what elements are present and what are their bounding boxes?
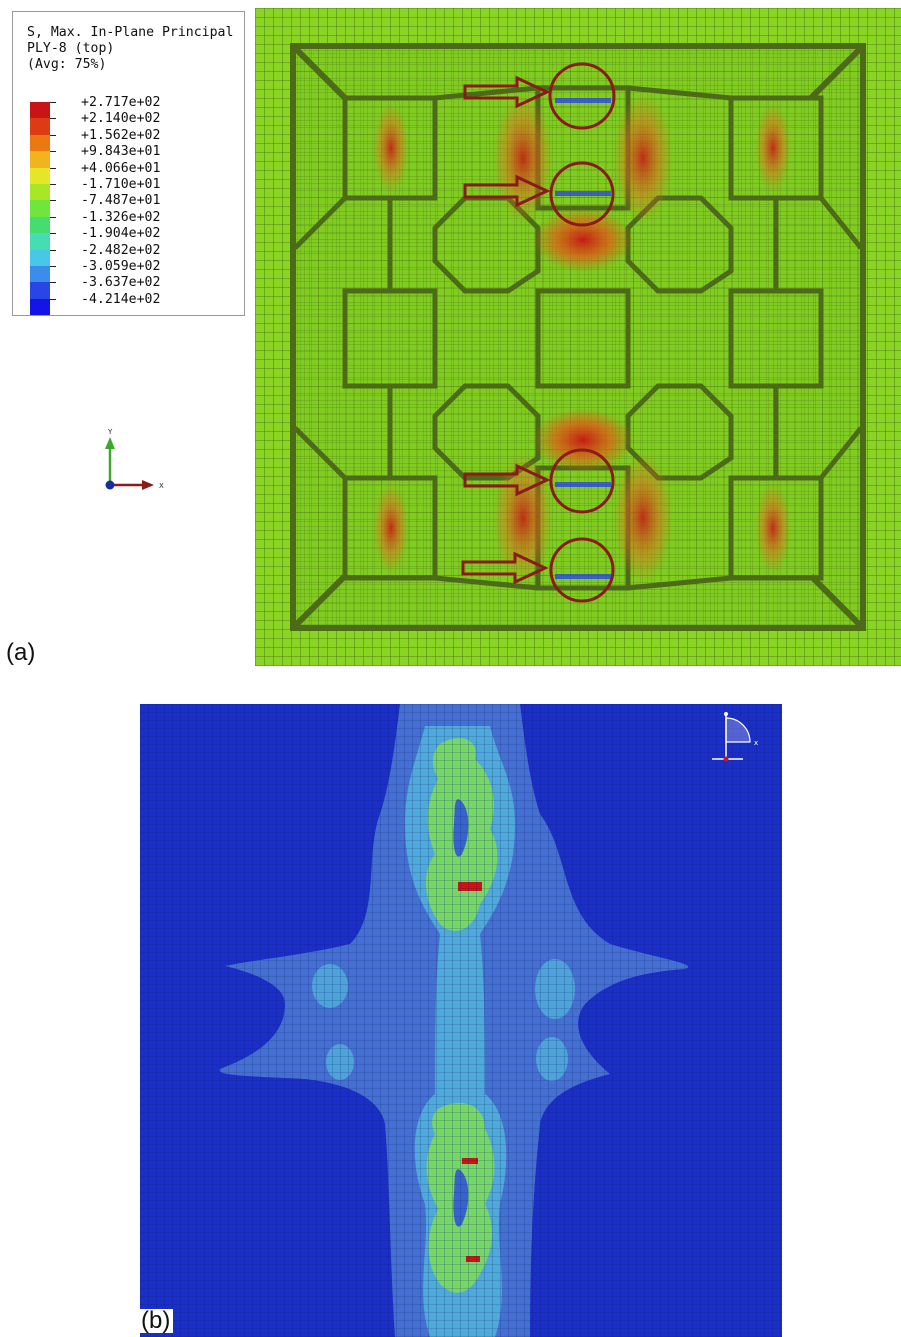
legend-value-label: -1.710e+01 xyxy=(81,177,161,192)
legend-tick xyxy=(50,118,56,120)
legend-swatch xyxy=(30,118,50,135)
coordinate-triad-a: Y X xyxy=(105,428,164,490)
triad-x-letter: x xyxy=(754,739,758,747)
marker-circle-4 xyxy=(549,537,615,603)
x-axis-letter: X xyxy=(159,482,164,490)
legend-swatch xyxy=(30,102,50,119)
marker-circle-3 xyxy=(549,448,615,514)
legend-tick xyxy=(50,249,56,251)
origin-dot xyxy=(105,480,115,490)
legend-swatch xyxy=(30,216,50,234)
y-arrow-icon xyxy=(105,437,115,449)
legend-tick xyxy=(50,134,56,136)
marker-circle-2 xyxy=(549,161,615,227)
legend-value-label: +4.066e+01 xyxy=(81,160,161,176)
failure-markers xyxy=(461,62,616,603)
legend-value-label: +9.843e+01 xyxy=(81,144,161,160)
legend-value-label: +2.140e+02 xyxy=(81,111,161,127)
legend-value-label: -2.482e+02 xyxy=(81,242,161,258)
legend-swatch xyxy=(30,233,50,250)
legend-tick xyxy=(50,233,56,235)
legend-swatch xyxy=(30,200,50,217)
legend-tick xyxy=(50,184,56,185)
legend-value-label: -1.326e+02 xyxy=(81,209,161,225)
legend-title-line: PLY-8 (top) xyxy=(27,41,115,56)
marker-circle-1 xyxy=(548,62,616,130)
legend-value-label: -7.487e+01 xyxy=(81,193,161,209)
panel-b: x (b) xyxy=(0,700,901,1337)
legend-swatch xyxy=(30,298,50,316)
panel-b-label: (b) xyxy=(138,1309,174,1333)
legend-tick xyxy=(50,266,56,267)
x-arrow-icon xyxy=(142,480,154,490)
legend-swatch xyxy=(30,282,50,299)
legend-tick xyxy=(50,282,56,284)
marker-arrow-4-icon xyxy=(461,551,549,585)
legend-value-label: +1.562e+02 xyxy=(81,127,161,143)
legend-tick xyxy=(50,151,56,153)
legend-title-line: S, Max. In-Plane Principal xyxy=(27,25,234,40)
legend-swatch xyxy=(30,167,50,184)
legend-title-line: (Avg: 75%) xyxy=(27,57,107,72)
legend-swatch xyxy=(30,184,50,201)
panel-a-label: (a) xyxy=(6,639,36,666)
legend-tick xyxy=(50,216,56,218)
legend-tick xyxy=(50,200,56,202)
coordinate-triad-b: x xyxy=(712,712,758,762)
marker-arrow-1-icon xyxy=(463,75,551,109)
legend-tick xyxy=(50,102,56,103)
legend: S, Max. In-Plane Principal PLY-8 (top) (Av… xyxy=(12,11,245,316)
outer-stiffener-frame xyxy=(290,43,866,631)
legend-swatch xyxy=(30,134,50,152)
legend-swatch xyxy=(30,249,50,266)
legend-value-label: -4.214e+02 xyxy=(81,291,161,307)
legend-swatch xyxy=(30,151,50,168)
legend-value-label: -1.904e+02 xyxy=(81,226,161,242)
legend-value-label: -3.637e+02 xyxy=(81,275,161,291)
legend-tick xyxy=(50,167,56,169)
legend-swatch xyxy=(30,266,50,283)
legend-value-label: -3.059e+02 xyxy=(81,259,161,274)
fe-model-a xyxy=(255,8,901,666)
fe-model-b: x xyxy=(140,704,782,1337)
marker-arrow-3-icon xyxy=(463,463,551,497)
legend-value-label: +2.717e+02 xyxy=(81,95,161,110)
marker-arrow-2-icon xyxy=(463,174,551,208)
y-axis-letter: Y xyxy=(107,428,113,436)
legend-tick xyxy=(50,298,56,300)
panel-a: S, Max. In-Plane Principal PLY-8 (top) (Av… xyxy=(6,8,901,666)
